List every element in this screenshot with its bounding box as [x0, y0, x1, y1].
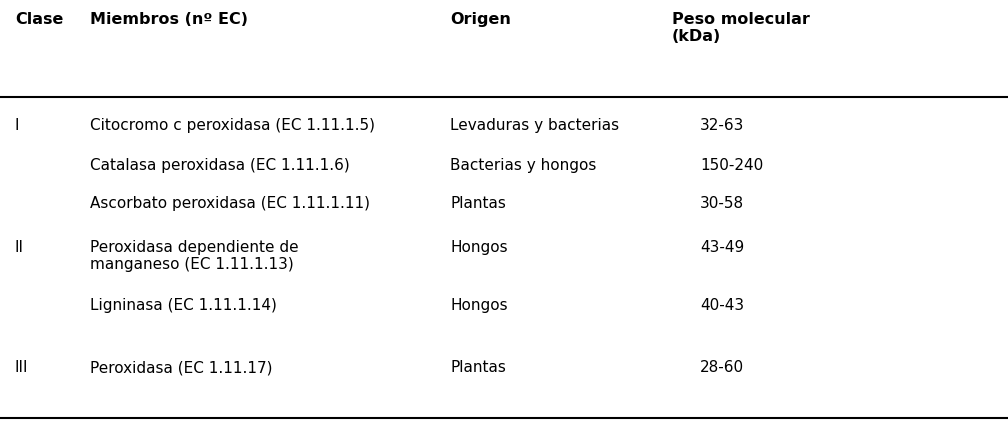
Text: Catalasa peroxidasa (EC 1.11.1.6): Catalasa peroxidasa (EC 1.11.1.6)	[90, 158, 350, 173]
Text: I: I	[15, 118, 19, 133]
Text: Ascorbato peroxidasa (EC 1.11.1.11): Ascorbato peroxidasa (EC 1.11.1.11)	[90, 196, 370, 211]
Text: Ligninasa (EC 1.11.1.14): Ligninasa (EC 1.11.1.14)	[90, 298, 277, 313]
Text: 43-49: 43-49	[700, 240, 744, 255]
Text: 40-43: 40-43	[700, 298, 744, 313]
Text: Levaduras y bacterias: Levaduras y bacterias	[450, 118, 619, 133]
Text: Peroxidasa dependiente de
manganeso (EC 1.11.1.13): Peroxidasa dependiente de manganeso (EC …	[90, 240, 298, 272]
Text: Peroxidasa (EC 1.11.17): Peroxidasa (EC 1.11.17)	[90, 360, 272, 375]
Text: 150-240: 150-240	[700, 158, 763, 173]
Text: Bacterias y hongos: Bacterias y hongos	[450, 158, 597, 173]
Text: 28-60: 28-60	[700, 360, 744, 375]
Text: II: II	[15, 240, 24, 255]
Text: Peso molecular
(kDa): Peso molecular (kDa)	[672, 12, 809, 44]
Text: 32-63: 32-63	[700, 118, 744, 133]
Text: III: III	[15, 360, 28, 375]
Text: Clase: Clase	[15, 12, 64, 27]
Text: Citocromo c peroxidasa (EC 1.11.1.5): Citocromo c peroxidasa (EC 1.11.1.5)	[90, 118, 375, 133]
Text: Origen: Origen	[450, 12, 511, 27]
Text: Plantas: Plantas	[450, 196, 506, 211]
Text: Hongos: Hongos	[450, 298, 508, 313]
Text: 30-58: 30-58	[700, 196, 744, 211]
Text: Hongos: Hongos	[450, 240, 508, 255]
Text: Plantas: Plantas	[450, 360, 506, 375]
Text: Miembros (nº EC): Miembros (nº EC)	[90, 12, 248, 27]
